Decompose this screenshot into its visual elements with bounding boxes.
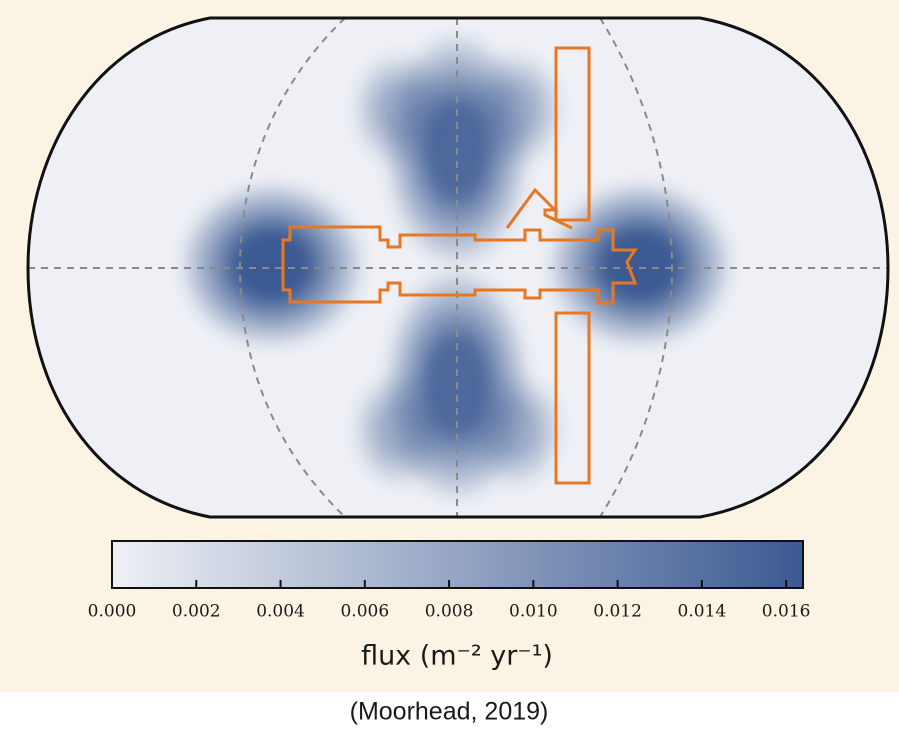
colorbar-tick-label: 0.010 xyxy=(509,602,558,622)
colorbar-tick-label: 0.002 xyxy=(172,602,221,622)
colorbar xyxy=(111,540,804,589)
spacecraft-antenna xyxy=(505,187,573,230)
flux-hotspot xyxy=(545,180,735,350)
spacecraft-body xyxy=(281,225,638,305)
spacecraft-outline xyxy=(281,46,638,485)
colorbar-tick-label: 0.014 xyxy=(678,602,727,622)
flux-hotspot xyxy=(350,370,450,490)
caption: (Moorhead, 2019) xyxy=(350,698,549,726)
flux-hotspot xyxy=(465,50,565,170)
colorbar-tick-label: 0.008 xyxy=(425,602,474,622)
flux-map xyxy=(26,16,890,519)
flux-hotspot xyxy=(177,180,367,350)
colorbar-label: flux (m⁻² yr⁻¹) xyxy=(361,641,553,672)
map-border xyxy=(26,16,890,519)
meridian xyxy=(238,18,346,517)
colorbar-tick-label: 0.012 xyxy=(593,602,642,622)
colorbar-tick-label: 0.004 xyxy=(256,602,305,622)
solar-panel xyxy=(554,46,591,222)
graticule xyxy=(28,18,888,517)
solar-panel xyxy=(554,311,591,485)
meridian xyxy=(599,18,674,517)
flux-hotspot xyxy=(465,370,565,490)
colorbar-tick-label: 0.016 xyxy=(762,602,811,622)
flux-hotspot xyxy=(350,50,450,170)
colorbar-tick-label: 0.000 xyxy=(88,602,137,622)
colorbar-tick-label: 0.006 xyxy=(340,602,389,622)
